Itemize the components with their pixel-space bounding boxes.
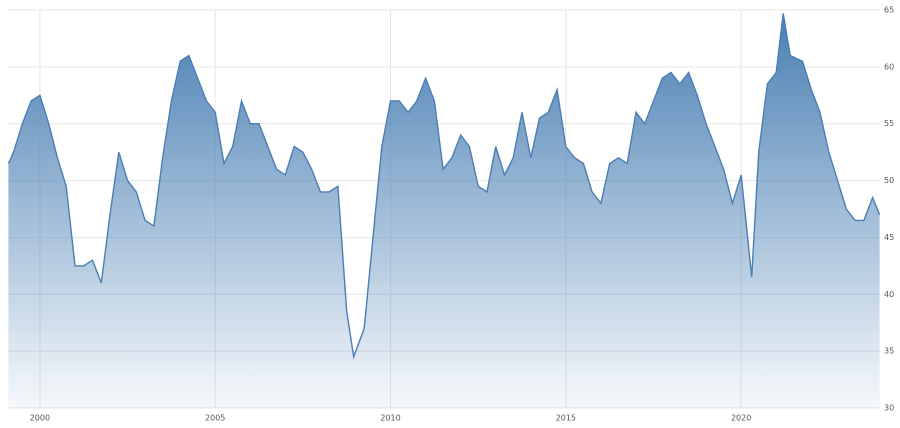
y-tick-label: 35 (884, 347, 894, 356)
x-tick-label: 2010 (380, 414, 400, 423)
area-fill (8, 13, 880, 409)
x-tick-label: 2000 (30, 414, 50, 423)
y-tick-label: 55 (884, 119, 894, 128)
x-tick-label: 2020 (731, 414, 751, 423)
y-tick-label: 60 (884, 62, 894, 71)
x-tick-label: 2005 (205, 414, 225, 423)
y-tick-label: 65 (884, 6, 894, 15)
y-tick-label: 45 (884, 233, 894, 242)
y-tick-label: 40 (884, 290, 894, 299)
area-line (7, 13, 881, 360)
x-tick-label: 2015 (556, 414, 576, 423)
y-tick-label: 30 (884, 404, 894, 413)
y-tick-label: 50 (884, 176, 894, 185)
